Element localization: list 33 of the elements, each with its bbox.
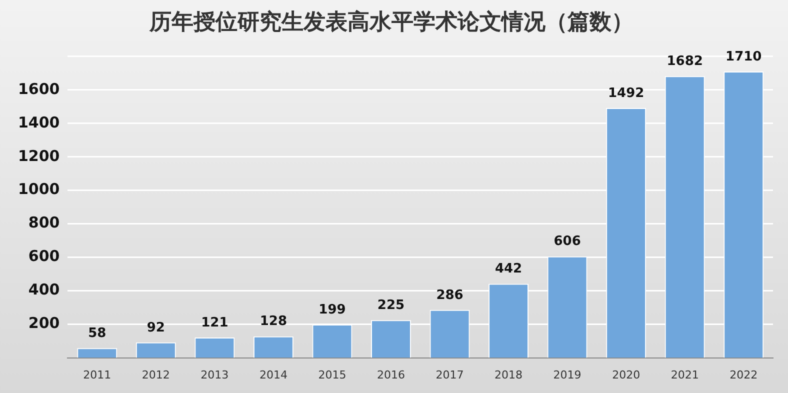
x-tick-label: 2021 (670, 368, 699, 382)
x-tick-label: 2019 (553, 368, 582, 382)
data-label: 606 (554, 234, 581, 250)
x-tick-label: 2017 (436, 368, 464, 382)
y-tick-label: 1600 (18, 80, 60, 98)
x-tick-label: 2012 (142, 368, 170, 382)
y-tick-label: 600 (28, 247, 60, 266)
data-label: 121 (201, 315, 228, 330)
x-tick-label: 2016 (376, 368, 405, 382)
data-label: 1492 (608, 86, 644, 101)
x-tick-label: 2022 (730, 368, 758, 382)
y-tick-label: 1200 (18, 146, 60, 165)
x-tick-label: 2018 (494, 368, 523, 382)
y-tick-label: 1400 (18, 113, 60, 132)
x-tick-label: 2015 (318, 368, 346, 382)
x-tick-label: 2011 (83, 368, 112, 382)
y-tick-label: 400 (28, 280, 60, 299)
chart-title: 历年授位研究生发表高水平学术论文情况（篇数） (148, 8, 634, 35)
data-label: 1710 (726, 49, 762, 64)
data-label: 286 (436, 288, 464, 303)
data-label: 58 (88, 326, 106, 341)
x-tick-label: 2013 (200, 368, 229, 382)
data-label: 442 (494, 262, 522, 277)
x-tick-label: 2020 (612, 368, 640, 382)
data-label: 199 (318, 302, 346, 318)
data-label: 128 (260, 314, 288, 330)
data-label: 225 (377, 298, 405, 313)
data-label: 1682 (666, 54, 703, 70)
y-tick-label: 200 (28, 314, 60, 332)
y-tick-label: 1000 (18, 180, 60, 198)
y-tick-label: 800 (28, 214, 60, 232)
data-label: 92 (146, 320, 165, 336)
x-tick-label: 2014 (259, 368, 288, 382)
